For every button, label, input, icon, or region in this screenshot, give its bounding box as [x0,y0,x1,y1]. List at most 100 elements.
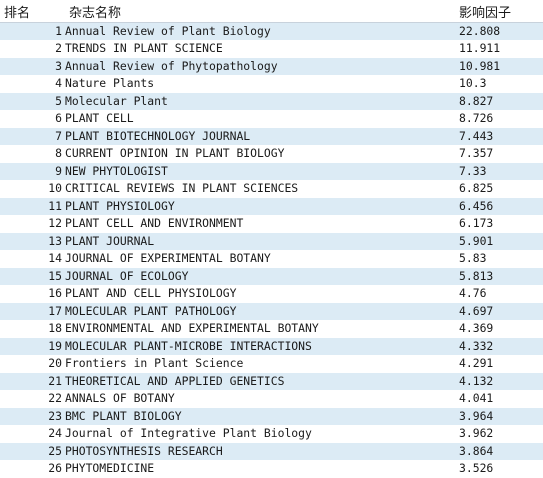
impact-factor-cell: 7.443 [455,127,543,146]
rank-cell: 14 [0,250,63,268]
rank-cell: 15 [0,267,63,286]
rank-cell: 21 [0,372,63,391]
impact-factor-cell: 4.76 [455,285,543,303]
table-row: 21 THEORETICAL AND APPLIED GENETICS 4.132 [0,372,543,391]
journal-name-cell: NEW PHYTOLOGIST [63,162,455,181]
journal-name-cell: PLANT BIOTECHNOLOGY JOURNAL [63,127,455,146]
rank-cell: 1 [0,22,63,41]
table-row: 5 Molecular Plant 8.827 [0,92,543,111]
table-row: 6 PLANT CELL 8.726 [0,110,543,128]
impact-factor-cell: 3.864 [455,442,543,461]
table-row: 9 NEW PHYTOLOGIST 7.33 [0,162,543,181]
table-row: 17 MOLECULAR PLANT PATHOLOGY 4.697 [0,302,543,321]
impact-factor-cell: 6.173 [455,215,543,233]
journal-name-cell: PLANT JOURNAL [63,232,455,251]
rank-cell: 11 [0,197,63,216]
impact-factor-cell: 5.83 [455,250,543,268]
table-row: 10 CRITICAL REVIEWS IN PLANT SCIENCES 6.82… [0,180,543,198]
table-row: 24 Journal of Integrative Plant Biology 3.… [0,425,543,443]
journal-name-cell: BMC PLANT BIOLOGY [63,407,455,426]
rank-cell: 12 [0,215,63,233]
journal-name-cell: Journal of Integrative Plant Biology [63,425,455,443]
journal-name-cell: Annual Review of Plant Biology [63,22,455,41]
rank-cell: 3 [0,57,63,76]
impact-factor-cell: 8.726 [455,110,543,128]
table-row: 13 PLANT JOURNAL 5.901 [0,232,543,251]
rank-cell: 18 [0,320,63,338]
impact-factor-cell: 7.357 [455,145,543,163]
journal-name-cell: Annual Review of Phytopathology [63,57,455,76]
impact-factor-cell: 3.962 [455,425,543,443]
impact-factor-cell: 6.456 [455,197,543,216]
rank-cell: 16 [0,285,63,303]
header-journal-name: 杂志名称 [63,0,455,23]
journal-name-cell: THEORETICAL AND APPLIED GENETICS [63,372,455,391]
journal-name-cell: CURRENT OPINION IN PLANT BIOLOGY [63,145,455,163]
rank-cell: 4 [0,75,63,93]
table-row: 12 PLANT CELL AND ENVIRONMENT 6.173 [0,215,543,233]
table-row: 1 Annual Review of Plant Biology 22.808 [0,22,543,41]
journal-name-cell: MOLECULAR PLANT-MICROBE INTERACTIONS [63,337,455,356]
impact-factor-cell: 11.911 [455,40,543,58]
impact-factor-cell: 4.369 [455,320,543,338]
rank-cell: 23 [0,407,63,426]
journal-name-cell: Frontiers in Plant Science [63,355,455,373]
table-row: 20 Frontiers in Plant Science 4.291 [0,355,543,373]
journal-name-cell: CRITICAL REVIEWS IN PLANT SCIENCES [63,180,455,198]
table-row: 15 JOURNAL OF ECOLOGY 5.813 [0,267,543,286]
table-row: 4 Nature Plants 10.3 [0,75,543,93]
rank-cell: 25 [0,442,63,461]
table-row: 8 CURRENT OPINION IN PLANT BIOLOGY 7.357 [0,145,543,163]
table-row: 11 PLANT PHYSIOLOGY 6.456 [0,197,543,216]
table-row: 19 MOLECULAR PLANT-MICROBE INTERACTIONS 4.… [0,337,543,356]
rank-cell: 22 [0,390,63,408]
journal-name-cell: JOURNAL OF EXPERIMENTAL BOTANY [63,250,455,268]
impact-factor-cell: 8.827 [455,92,543,111]
rank-cell: 13 [0,232,63,251]
impact-factor-cell: 3.526 [455,460,543,478]
table-row: 25 PHOTOSYNTHESIS RESEARCH 3.864 [0,442,543,461]
rank-cell: 5 [0,92,63,111]
impact-factor-cell: 4.041 [455,390,543,408]
rank-cell: 19 [0,337,63,356]
impact-factor-cell: 3.964 [455,407,543,426]
impact-factor-cell: 4.332 [455,337,543,356]
table-header: 排名 杂志名称 影响因子 [0,0,543,23]
rank-cell: 20 [0,355,63,373]
rank-cell: 8 [0,145,63,163]
impact-factor-cell: 4.291 [455,355,543,373]
impact-factor-cell: 7.33 [455,162,543,181]
table-row: 22 ANNALS OF BOTANY 4.041 [0,390,543,408]
impact-factor-cell: 10.3 [455,75,543,93]
table-row: 26 PHYTOMEDICINE 3.526 [0,460,543,478]
table-body: 1 Annual Review of Plant Biology 22.808 2 TR… [0,22,543,478]
impact-factor-cell: 4.697 [455,302,543,321]
rank-cell: 17 [0,302,63,321]
journal-name-cell: ENVIRONMENTAL AND EXPERIMENTAL BOTANY [63,320,455,338]
journal-name-cell: PLANT PHYSIOLOGY [63,197,455,216]
journal-name-cell: Molecular Plant [63,92,455,111]
header-impact-factor: 影响因子 [455,0,543,23]
journal-name-cell: ANNALS OF BOTANY [63,390,455,408]
journal-name-cell: PLANT CELL AND ENVIRONMENT [63,215,455,233]
rank-cell: 2 [0,40,63,58]
rank-cell: 10 [0,180,63,198]
journal-name-cell: JOURNAL OF ECOLOGY [63,267,455,286]
impact-factor-cell: 4.132 [455,372,543,391]
table-row: 16 PLANT AND CELL PHYSIOLOGY 4.76 [0,285,543,303]
table-row: 7 PLANT BIOTECHNOLOGY JOURNAL 7.443 [0,127,543,146]
journal-name-cell: PHYTOMEDICINE [63,460,455,478]
header-rank: 排名 [0,0,63,23]
table-row: 3 Annual Review of Phytopathology 10.981 [0,57,543,76]
journal-name-cell: PHOTOSYNTHESIS RESEARCH [63,442,455,461]
impact-factor-cell: 5.901 [455,232,543,251]
impact-factor-cell: 10.981 [455,57,543,76]
rank-cell: 24 [0,425,63,443]
journal-name-cell: Nature Plants [63,75,455,93]
impact-factor-cell: 6.825 [455,180,543,198]
table-row: 23 BMC PLANT BIOLOGY 3.964 [0,407,543,426]
impact-factor-cell: 5.813 [455,267,543,286]
rank-cell: 9 [0,162,63,181]
